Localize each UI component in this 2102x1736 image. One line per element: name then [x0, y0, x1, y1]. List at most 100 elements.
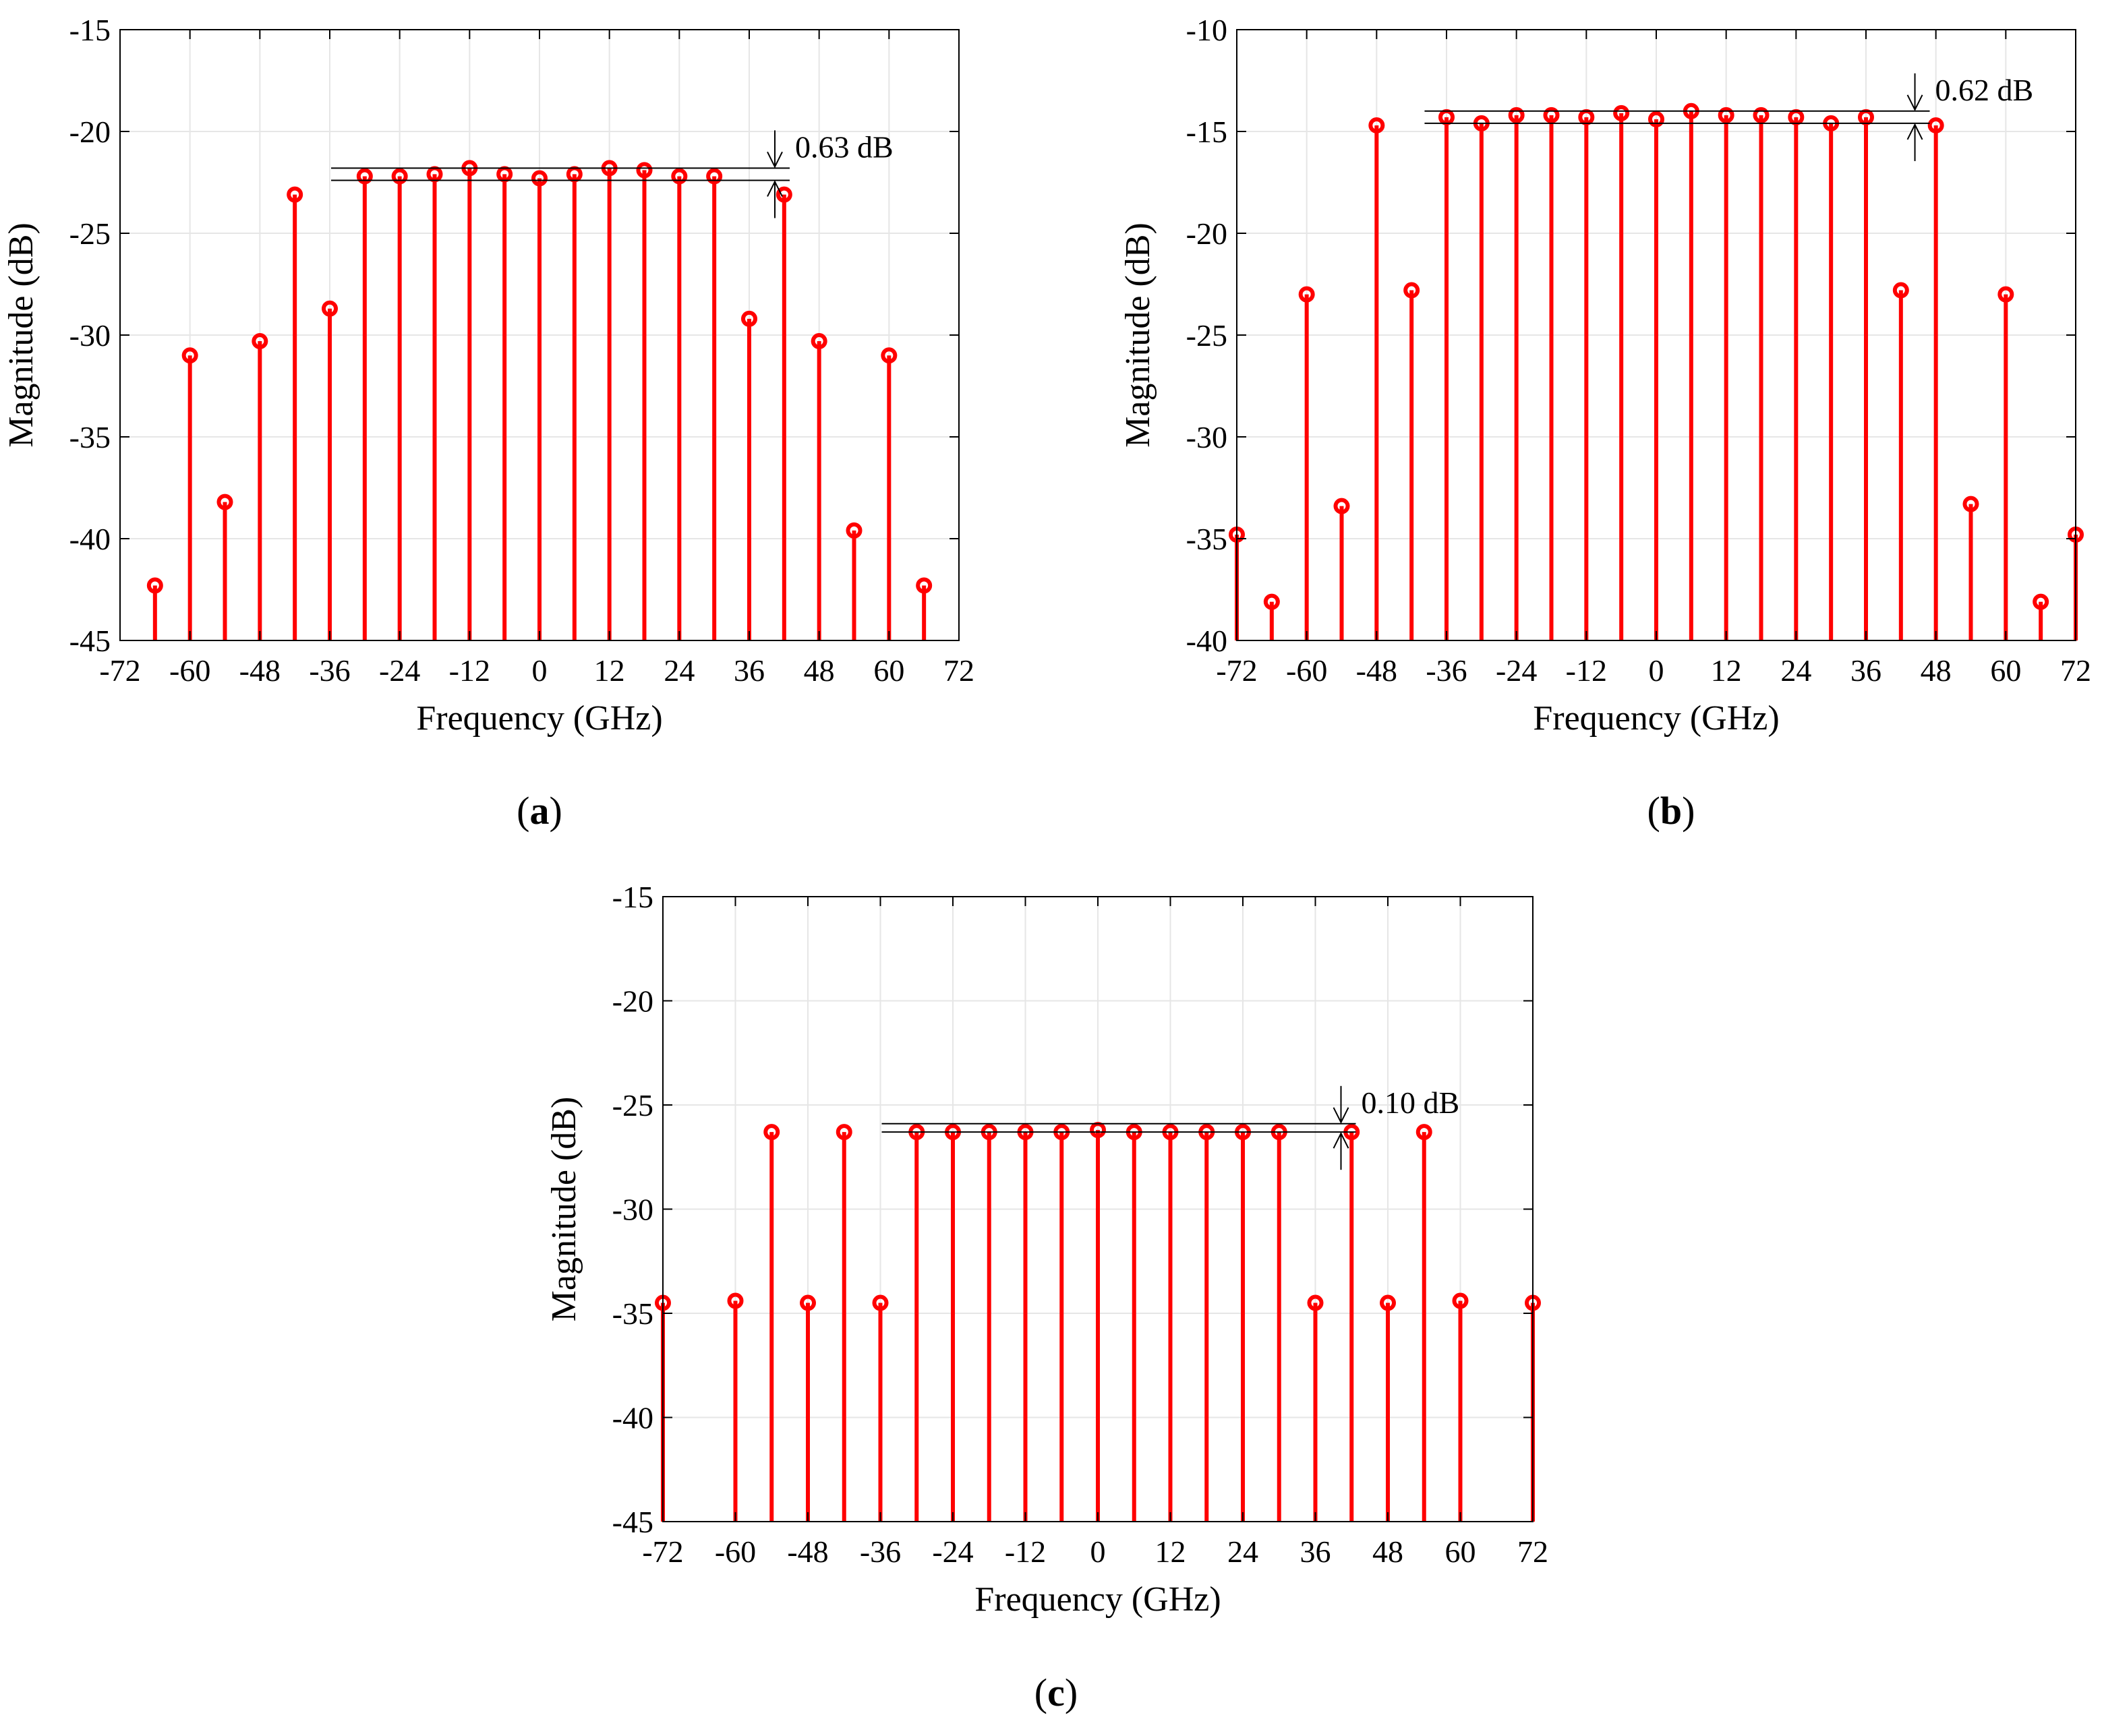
stem-marker — [252, 333, 268, 350]
stem-marker — [800, 1294, 816, 1311]
x-tick-label: 48 — [1921, 653, 1952, 688]
stem-marker — [1380, 1294, 1396, 1311]
stem-marker — [1368, 117, 1385, 133]
stem-marker — [1962, 496, 1979, 512]
x-tick-label: -12 — [1005, 1534, 1046, 1569]
stem-marker — [1307, 1294, 1324, 1311]
stem-marker — [1415, 1124, 1432, 1141]
x-tick-label: 36 — [1850, 653, 1881, 688]
x-tick-label: -48 — [239, 653, 281, 688]
y-axis-label: Magnitude (dB) — [2, 222, 40, 448]
y-tick-label: -10 — [1186, 13, 1227, 47]
panel-label-open: ( — [517, 789, 529, 833]
chart-panel-c: -72 -60 -48 -36 -24 -12 0 12 24 36 48 60 72 -45 -40 -35… — [545, 880, 1548, 1714]
stem-marker — [811, 333, 827, 350]
stem-marker — [1997, 286, 2014, 303]
stem-marker — [146, 577, 163, 594]
y-tick-label: -35 — [69, 420, 111, 454]
x-tick-label: -72 — [99, 653, 140, 688]
x-tick-label: 0 — [1090, 1534, 1106, 1569]
panel-label-letter: a — [530, 789, 550, 833]
chart-panel-b: -72 -60 -48 -36 -24 -12 0 12 24 36 48 60 72 -40 -35 -30… — [1119, 13, 2091, 833]
y-axis-label: Magnitude (dB) — [1119, 222, 1157, 448]
x-axis-label: Frequency (GHz) — [974, 1580, 1221, 1619]
annotation-arrow-down-head — [767, 151, 783, 169]
y-tick-label: -25 — [69, 216, 111, 251]
y-axis-label: Magnitude (dB) — [545, 1097, 583, 1322]
stem-marker — [1718, 107, 1734, 123]
panel-label-letter: c — [1047, 1671, 1065, 1714]
stem-marker — [391, 168, 408, 185]
x-tick-label: 72 — [943, 653, 974, 688]
annotation-text: 0.63 dB — [795, 129, 894, 164]
y-tick-label: -30 — [69, 318, 111, 353]
y-tick-label: -40 — [612, 1401, 653, 1435]
panel-label-open: ( — [1034, 1671, 1047, 1714]
x-tick-label: 12 — [594, 653, 625, 688]
stem-marker — [1753, 107, 1770, 123]
stem-marker — [2033, 593, 2049, 610]
x-tick-label: -24 — [932, 1534, 973, 1569]
x-tick-label: -48 — [787, 1534, 828, 1569]
x-tick-label: 12 — [1155, 1534, 1186, 1569]
x-tick-label: 60 — [873, 653, 904, 688]
annotation-arrow-up-head — [767, 180, 783, 197]
stem-marker — [1508, 107, 1525, 123]
y-tick-label: -15 — [612, 880, 653, 914]
y-tick-label: -35 — [1186, 522, 1227, 556]
y-tick-label: -35 — [612, 1296, 653, 1331]
x-tick-label: 12 — [1711, 653, 1742, 688]
x-tick-label: 72 — [1517, 1534, 1548, 1569]
x-tick-label: -72 — [1216, 653, 1257, 688]
x-tick-label: 72 — [2060, 653, 2091, 688]
x-tick-label: -12 — [449, 653, 490, 688]
x-tick-label: -12 — [1566, 653, 1607, 688]
y-tick-label: -15 — [69, 13, 111, 47]
stem-marker — [531, 170, 548, 187]
x-tick-label: -60 — [715, 1534, 756, 1569]
stem-marker — [1333, 498, 1350, 514]
y-tick-label: -30 — [612, 1193, 653, 1227]
x-tick-label: 24 — [1780, 653, 1811, 688]
stem-marker — [1613, 104, 1630, 121]
x-tick-label: 0 — [532, 653, 548, 688]
x-tick-label: -60 — [1286, 653, 1327, 688]
x-tick-label: 48 — [804, 653, 835, 688]
y-tick-label: -40 — [1186, 624, 1227, 658]
stem-marker — [846, 522, 863, 539]
stem-marker — [872, 1294, 889, 1311]
panel-label-close: ) — [550, 789, 562, 833]
stem-marker — [356, 168, 373, 185]
y-tick-label: -45 — [69, 624, 111, 658]
x-tick-label: -36 — [860, 1534, 901, 1569]
stem-marker — [636, 162, 653, 179]
stem-marker — [916, 577, 933, 594]
panel-label-letter: b — [1660, 789, 1682, 833]
y-tick-label: -15 — [1186, 115, 1227, 149]
stem-marker — [1403, 282, 1420, 299]
stem-marker — [216, 493, 233, 510]
stem-marker — [1927, 117, 1944, 133]
x-tick-label: 36 — [1300, 1534, 1331, 1569]
x-tick-label: -60 — [169, 653, 210, 688]
panel-label-open: ( — [1647, 789, 1660, 833]
x-tick-label: -24 — [1496, 653, 1537, 688]
chart-panel-a: -72 -60 -48 -36 -24 -12 0 12 24 36 48 60 72 -45 -40 -35… — [2, 13, 974, 833]
x-tick-label: 24 — [1227, 1534, 1258, 1569]
y-tick-label: -25 — [612, 1088, 653, 1123]
stem-marker — [881, 347, 898, 364]
stem-marker — [287, 186, 303, 203]
x-axis-label: Frequency (GHz) — [1533, 699, 1779, 738]
annotation-text: 0.62 dB — [1935, 73, 2034, 107]
annotation-arrow-up-head — [1333, 1131, 1349, 1149]
panel-label-close: ) — [1682, 789, 1695, 833]
stem-marker — [763, 1124, 780, 1141]
x-tick-label: 0 — [1649, 653, 1664, 688]
stem-marker — [706, 168, 723, 185]
x-tick-label: -48 — [1356, 653, 1397, 688]
stem-marker — [1298, 286, 1315, 303]
x-axis-label: Frequency (GHz) — [416, 699, 662, 738]
annotation-arrow-up-head — [1906, 123, 1923, 140]
stem-marker — [1543, 107, 1560, 123]
